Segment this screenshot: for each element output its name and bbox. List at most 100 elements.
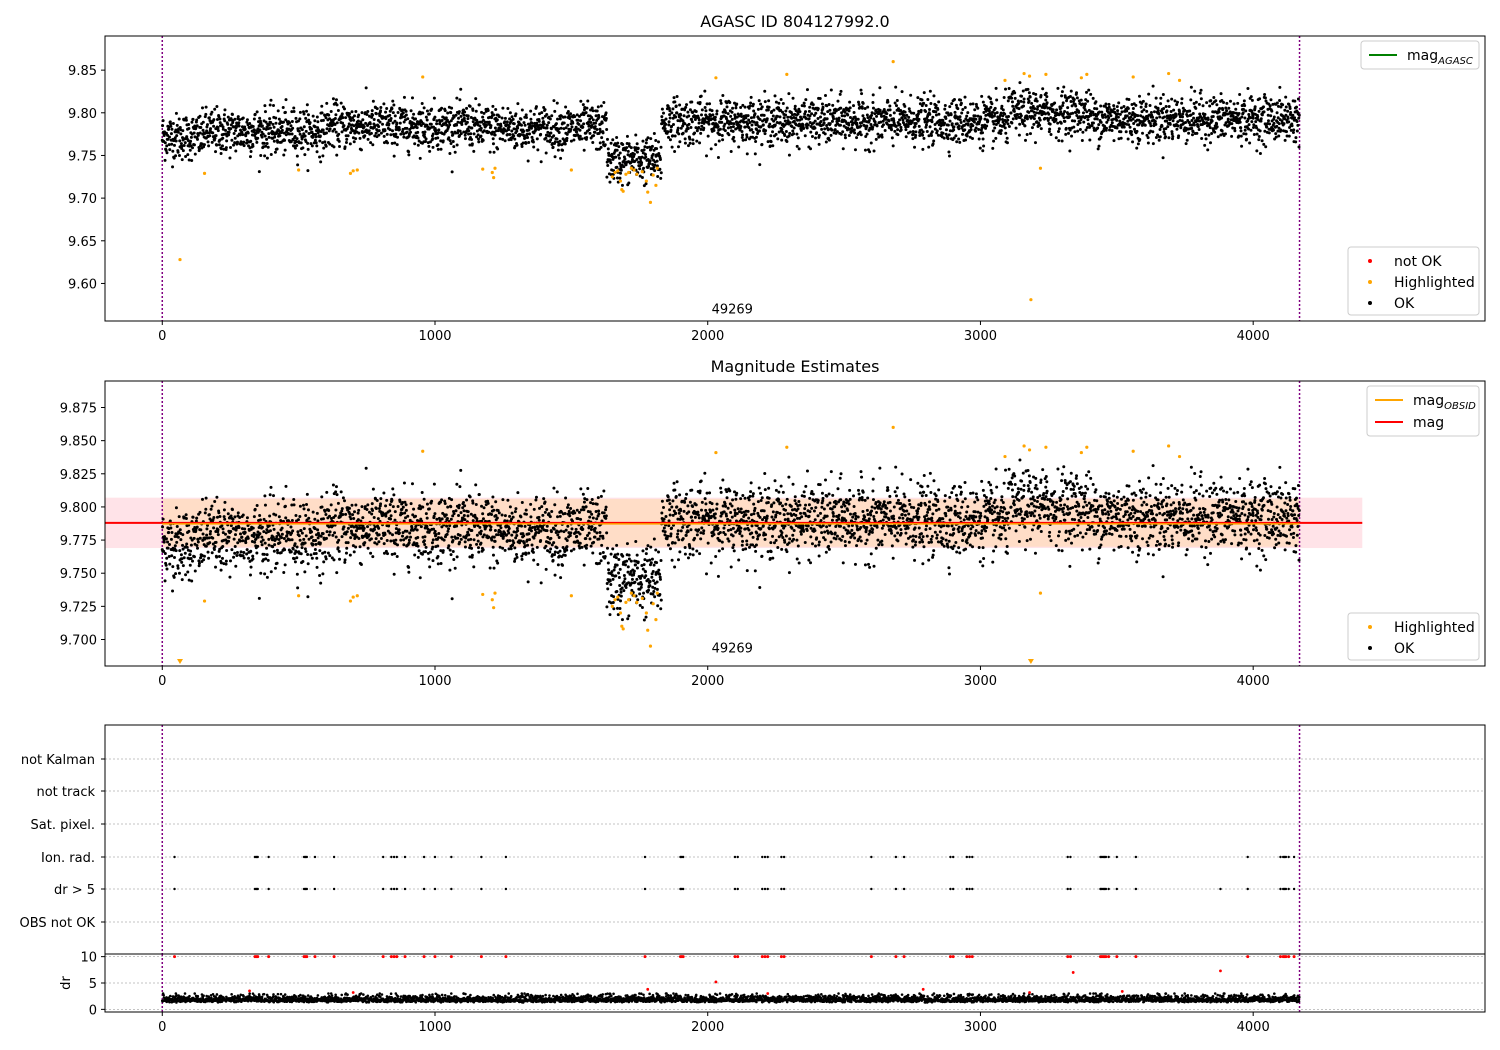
p1-ok-point [170,142,174,146]
p1-ytick-label: 9.70 [68,192,97,207]
p1-ok-point [1274,132,1278,136]
p1-highlighted-point [618,179,623,183]
p1-ok-point [617,145,621,149]
p1-ok-point [500,116,504,120]
p1-ok-point [344,140,348,144]
p1-ok-point [295,144,299,148]
p1-ok-point [625,134,629,138]
p1-highlighted-point [1038,166,1043,170]
p1-ok-point [1107,116,1111,120]
p2-ok-point [180,560,184,564]
p1-ok-point [379,109,383,113]
p1-ok-point [1287,120,1291,124]
p1-ok-point [829,88,833,92]
p1-ok-point [971,136,975,140]
p1-ok-point [1022,100,1026,104]
p1-ok-point [753,152,757,156]
p2-ok-point [246,536,250,540]
p1-ok-point [1023,124,1027,128]
p1-ok-point [917,117,921,121]
p1-ok-point [903,104,907,108]
p1-ok-point [830,119,834,123]
p1-ok-point [739,124,743,128]
p1-ok-point [1026,87,1030,91]
p2-ok-point [222,508,226,512]
p1-ok-point [1224,106,1228,110]
p1-ok-point [404,109,408,113]
p1-ok-point [302,132,306,136]
p1-ok-point [1205,101,1209,105]
p1-ok-point [907,115,911,119]
p1-ytick-label: 9.65 [68,235,97,250]
p1-ok-point [454,113,458,117]
p1-ok-point [873,120,877,124]
p1-ok-point [1159,96,1163,100]
p1-ok-point [321,118,325,122]
p2-ok-point [306,562,310,566]
p1-ok-point [942,121,946,125]
p2-ok-point [318,541,322,545]
p1-ok-point [715,112,719,116]
p1-ok-point [941,131,945,135]
p1-ok-point [765,117,769,121]
p2-ok-point [310,530,314,534]
p1-ok-point [369,141,373,145]
p1-ok-point [841,147,845,151]
p1-ok-point [207,116,211,120]
p1-ok-point [806,123,810,127]
p1-ok-point [341,116,345,120]
p1-ok-point [1132,122,1136,126]
p2-ok-point [326,551,330,555]
p1-ok-point [489,124,493,128]
p1-ok-point [827,102,831,106]
p2-ok-point [205,527,209,531]
p1-ok-point [1095,107,1099,111]
p1-ok-point [374,131,378,135]
p1-ok-point [479,126,483,130]
p1-ok-point [757,99,761,103]
p1-ok-point [213,136,217,140]
p1-ok-point [463,137,467,141]
p1-ok-point [359,120,363,124]
p2-ok-point [195,516,199,520]
p2-ok-point [273,566,277,570]
p1-ok-point [1175,127,1179,131]
p1-ok-point [416,143,420,147]
p1-ok-point [763,132,767,136]
p1-ok-point [658,157,662,161]
p1-ok-point [788,121,792,125]
p2-ok-point [197,561,201,565]
p1-ok-point [681,131,685,135]
p1-ok-point [1081,130,1085,134]
p1-ok-point [729,149,733,153]
p1-ok-point [1041,87,1045,91]
p2-ok-point [282,537,286,541]
p1-ok-point [319,160,323,164]
p1-ok-point [1068,149,1072,153]
p1-ok-point [602,101,606,105]
p1-ok-point [1039,127,1043,131]
p1-ok-point [903,110,907,114]
p2-ok-point [186,570,190,574]
p1-ok-point [434,129,438,133]
p1-ok-point [1084,128,1088,132]
p1-ok-point [823,93,827,97]
p1-ok-point [256,136,260,140]
p1-ok-point [636,146,640,150]
p1-ok-point [544,136,548,140]
p1-ok-point [749,101,753,105]
p1-ok-point [671,107,675,111]
p1-ok-point [1162,115,1166,119]
p2-ok-point [208,541,212,545]
p2-ok-point [223,500,227,504]
p1-ok-point [1171,119,1175,123]
p2-ok-point [318,574,322,578]
p1-ok-point [187,158,191,162]
p1-ok-point [992,139,996,143]
p2-ok-point [166,540,170,544]
p1-ok-point [648,161,652,165]
p2-ok-point [232,537,236,541]
p1-ok-point [189,135,193,139]
p1-ok-point [579,119,583,123]
p1-ok-point [591,118,595,122]
